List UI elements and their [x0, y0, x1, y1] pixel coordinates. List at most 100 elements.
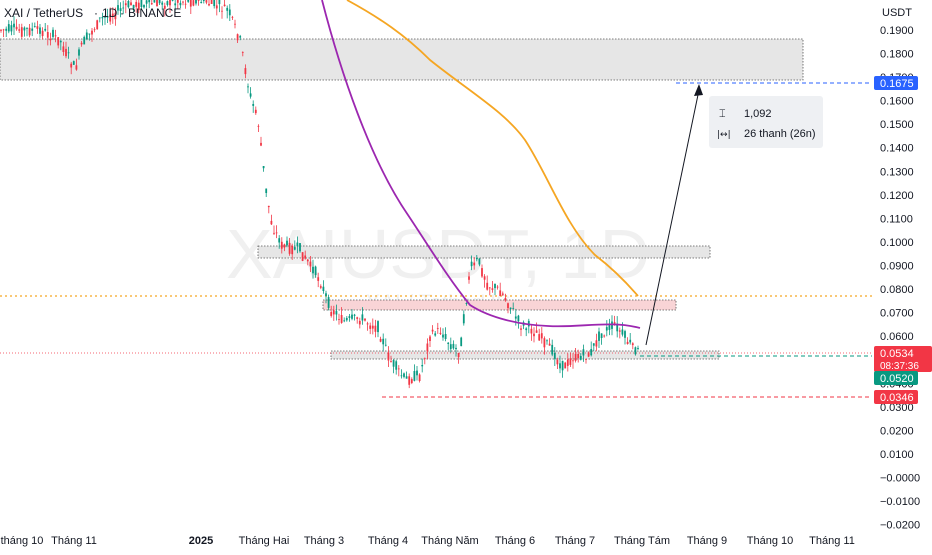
candle-body[interactable] [613, 322, 616, 324]
candle-body[interactable] [197, 0, 200, 1]
candle-body[interactable] [70, 63, 73, 68]
candle-body[interactable] [566, 359, 569, 366]
candle-body[interactable] [270, 220, 273, 225]
candle-body[interactable] [130, 2, 132, 6]
candle-body[interactable] [449, 344, 452, 350]
candle-body[interactable] [200, 2, 203, 3]
candle-body[interactable] [257, 125, 260, 127]
candle-body[interactable] [431, 329, 434, 332]
candle-body[interactable] [491, 288, 494, 290]
candle-body[interactable] [317, 277, 320, 281]
candle-body[interactable] [249, 93, 252, 97]
candle-body[interactable] [156, 0, 158, 7]
candle-body[interactable] [218, 0, 221, 5]
candle-body[interactable] [83, 36, 86, 45]
candle-body[interactable] [577, 354, 580, 359]
candle-body[interactable] [436, 328, 439, 329]
candle-body[interactable] [176, 0, 179, 3]
candle-body[interactable] [174, 3, 177, 6]
candle-body[interactable] [509, 307, 512, 309]
candle-body[interactable] [132, 4, 135, 9]
candle-body[interactable] [379, 338, 382, 342]
candle-body[interactable] [293, 247, 296, 250]
candle-body[interactable] [161, 2, 164, 5]
candle-body[interactable] [423, 358, 426, 360]
candle-body[interactable] [483, 276, 486, 280]
candle-body[interactable] [10, 25, 13, 32]
candle-body[interactable] [574, 354, 577, 361]
candle-body[interactable] [405, 376, 408, 379]
candle-body[interactable] [486, 282, 489, 290]
candle-body[interactable] [15, 26, 18, 30]
candle-body[interactable] [288, 242, 291, 254]
candle-body[interactable] [338, 319, 340, 320]
candle-body[interactable] [195, 0, 197, 4]
candle-body[interactable] [80, 42, 83, 45]
candle-body[interactable] [369, 325, 372, 329]
candle-body[interactable] [163, 5, 166, 9]
candle-body[interactable] [122, 7, 125, 9]
candle-body[interactable] [275, 232, 278, 234]
candle-body[interactable] [153, 0, 156, 3]
candle-body[interactable] [582, 349, 585, 356]
candle-body[interactable] [296, 242, 299, 247]
candle-body[interactable] [616, 323, 619, 332]
candle-body[interactable] [507, 303, 509, 309]
candle-body[interactable] [371, 325, 374, 329]
candle-body[interactable] [286, 240, 288, 246]
candle-body[interactable] [67, 52, 70, 54]
candle-body[interactable] [36, 26, 39, 29]
candle-body[interactable] [182, 1, 184, 3]
candle-body[interactable] [392, 360, 395, 367]
candle-body[interactable] [7, 24, 10, 32]
candle-body[interactable] [187, 0, 190, 2]
candle-body[interactable] [247, 86, 249, 88]
candle-body[interactable] [343, 320, 346, 322]
candle-body[interactable] [481, 268, 483, 277]
candle-body[interactable] [413, 371, 416, 381]
candle-body[interactable] [41, 30, 44, 37]
candle-body[interactable] [546, 340, 548, 342]
candle-body[interactable] [377, 321, 379, 333]
candle-body[interactable] [75, 65, 78, 70]
candle-body[interactable] [374, 325, 377, 332]
ma-slow-line[interactable] [346, 0, 639, 297]
candle-body[interactable] [631, 343, 634, 346]
candle-body[interactable] [262, 166, 265, 169]
candle-body[interactable] [301, 252, 304, 261]
candle-body[interactable] [106, 16, 109, 18]
candle-body[interactable] [65, 48, 67, 57]
candle-body[interactable] [59, 40, 62, 43]
header-interval[interactable]: 1D [102, 6, 118, 20]
candle-body[interactable] [356, 317, 359, 319]
candle-body[interactable] [364, 318, 366, 321]
time-axis[interactable] [0, 530, 872, 550]
candle-body[interactable] [600, 333, 603, 338]
candle-body[interactable] [309, 261, 312, 267]
candle-body[interactable] [382, 338, 385, 345]
candle-body[interactable] [299, 243, 301, 252]
candle-body[interactable] [62, 46, 65, 52]
candle-body[interactable] [280, 241, 283, 249]
candle-body[interactable] [621, 329, 624, 335]
candle-body[interactable] [210, 0, 213, 4]
candle-body[interactable] [252, 104, 255, 106]
candle-body[interactable] [530, 328, 533, 334]
candle-body[interactable] [114, 12, 117, 20]
candle-body[interactable] [626, 341, 629, 344]
candle-body[interactable] [306, 259, 309, 262]
support-price-tag[interactable] [874, 371, 918, 385]
candle-body[interactable] [517, 315, 520, 322]
candle-body[interactable] [598, 331, 600, 341]
candle-body[interactable] [525, 328, 528, 331]
candle-body[interactable] [31, 28, 34, 31]
candle-body[interactable] [23, 27, 26, 31]
candle-body[interactable] [13, 23, 15, 28]
candle-body[interactable] [340, 315, 343, 323]
candle-body[interactable] [637, 348, 639, 350]
candle-body[interactable] [184, 3, 187, 5]
candle-body[interactable] [143, 5, 145, 8]
candle-body[interactable] [254, 109, 257, 114]
candle-body[interactable] [358, 320, 361, 325]
